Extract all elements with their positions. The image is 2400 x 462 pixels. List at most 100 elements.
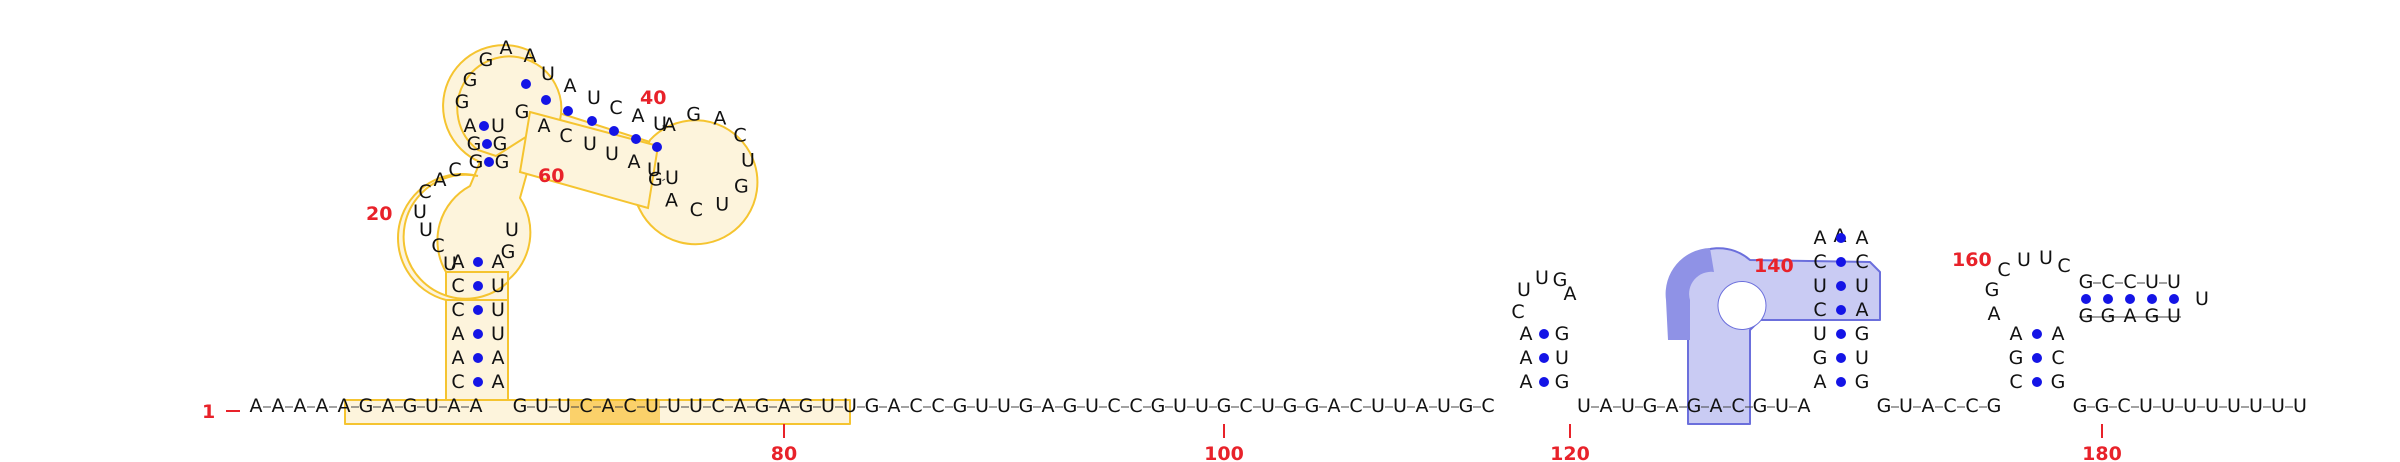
nucleotide: U: [2145, 271, 2159, 293]
backbone-link: [662, 178, 666, 182]
nucleotide: U: [491, 115, 505, 137]
index-label-40: 40: [640, 87, 666, 109]
nucleotide: U: [1195, 395, 1209, 417]
nucleotide: A: [2010, 323, 2023, 345]
nucleotide: G: [2073, 395, 2088, 417]
nucleotide: U: [443, 253, 457, 275]
nucleotide: G: [2051, 371, 2066, 393]
nucleotide: A: [316, 395, 329, 417]
nucleotide: A: [1328, 395, 1341, 417]
blue-highlight-region: [1665, 247, 1881, 425]
nucleotide: G: [2145, 305, 2160, 327]
nucleotide: C: [1997, 259, 2010, 281]
nucleotide: G: [2009, 347, 2024, 369]
nucleotide: A: [2124, 305, 2137, 327]
nucleotide: G: [469, 151, 484, 173]
nucleotide: C: [2117, 395, 2130, 417]
nucleotide: C: [2009, 371, 2022, 393]
index-label-120: 120: [1550, 443, 1590, 462]
nucleotide: A: [294, 395, 307, 417]
nucleotide: U: [2167, 271, 2181, 293]
base-pair-dot: [1836, 233, 1846, 243]
nucleotide: U: [1261, 395, 1275, 417]
nucleotide: A: [1798, 395, 1811, 417]
nucleotide: C: [1813, 251, 1826, 273]
nucleotide: A: [338, 395, 351, 417]
nucleotide: A: [734, 395, 747, 417]
base-pair-dot: [563, 106, 573, 116]
nucleotide: G: [1555, 371, 1570, 393]
nucleotide: C: [1813, 299, 1826, 321]
nucleotide: G: [755, 395, 770, 417]
nucleotide: C: [690, 199, 703, 221]
base-pair-dot: [2081, 294, 2091, 304]
nucleotide: C: [711, 395, 724, 417]
base-pair-dot: [473, 329, 483, 339]
nucleotide: G: [1877, 395, 1892, 417]
nucleotide: U: [2039, 247, 2053, 269]
index-label-20: 20: [366, 203, 392, 225]
base-pair-dot: [2169, 294, 2179, 304]
nucleotide: G: [1855, 371, 1870, 393]
nucleotide: C: [2123, 271, 2136, 293]
base-pair-dot: [1836, 305, 1846, 315]
nucleotide: G: [359, 395, 374, 417]
nucleotide: G: [479, 49, 494, 71]
nucleotide: G: [467, 133, 482, 155]
nucleotide: G: [1305, 395, 1320, 417]
base-pair-dot: [473, 353, 483, 363]
nucleotide: C: [579, 395, 592, 417]
nucleotide: C: [559, 125, 572, 147]
base-pair-dot: [631, 134, 641, 144]
nucleotide: C: [1129, 395, 1142, 417]
base-pair-dot: [1539, 353, 1549, 363]
nucleotide: U: [665, 167, 679, 189]
nucleotide: A: [250, 395, 263, 417]
nucleotide: U: [1855, 275, 1869, 297]
nucleotide: U: [2167, 305, 2181, 327]
nucleotide: U: [1393, 395, 1407, 417]
base-pair-dot: [2147, 294, 2157, 304]
nucleotide: G: [463, 69, 478, 91]
base-pair-dot: [2032, 377, 2042, 387]
nucleotide: A: [663, 114, 676, 136]
nucleotide: A: [564, 75, 577, 97]
base-pair-dot: [1836, 329, 1846, 339]
nucleotide: A: [524, 45, 537, 67]
base-pair-dot: [1836, 281, 1846, 291]
nucleotide: A: [382, 395, 395, 417]
nucleotide: G: [513, 395, 528, 417]
nucleotide: A: [2052, 323, 2065, 345]
base-pair-dot: [484, 157, 494, 167]
nucleotide: C: [418, 181, 431, 203]
index-label-100: 100: [1204, 443, 1244, 462]
nucleotide: A: [1988, 303, 2001, 325]
nucleotide: U: [1813, 275, 1827, 297]
nucleotide: A: [470, 395, 483, 417]
nucleotide: U: [1775, 395, 1789, 417]
nucleotide: A: [434, 169, 447, 191]
base-pair-dot: [2032, 329, 2042, 339]
nucleotide: C: [451, 299, 464, 321]
base-pair-dot: [1836, 257, 1846, 267]
nucleotide: G: [2079, 271, 2094, 293]
nucleotide: U: [1555, 347, 1569, 369]
nucleotide: G: [1855, 323, 1870, 345]
index-label-80: 80: [771, 443, 797, 462]
nucleotide: U: [2183, 395, 2197, 417]
nucleotide: C: [2101, 271, 2114, 293]
nucleotide: A: [1856, 227, 1869, 249]
nucleotide: A: [452, 251, 465, 273]
nucleotide: U: [2271, 395, 2285, 417]
base-pair-dot: [1539, 329, 1549, 339]
nucleotide: G: [1813, 347, 1828, 369]
nucleotide: U: [419, 219, 433, 241]
nucleotide: G: [1687, 395, 1702, 417]
base-pair-dot: [2103, 294, 2113, 304]
nucleotide: U: [2227, 395, 2241, 417]
nucleotide: C: [1943, 395, 1956, 417]
index-label-160: 160: [1952, 249, 1992, 271]
nucleotide: G: [799, 395, 814, 417]
nucleotide: A: [1856, 299, 1869, 321]
